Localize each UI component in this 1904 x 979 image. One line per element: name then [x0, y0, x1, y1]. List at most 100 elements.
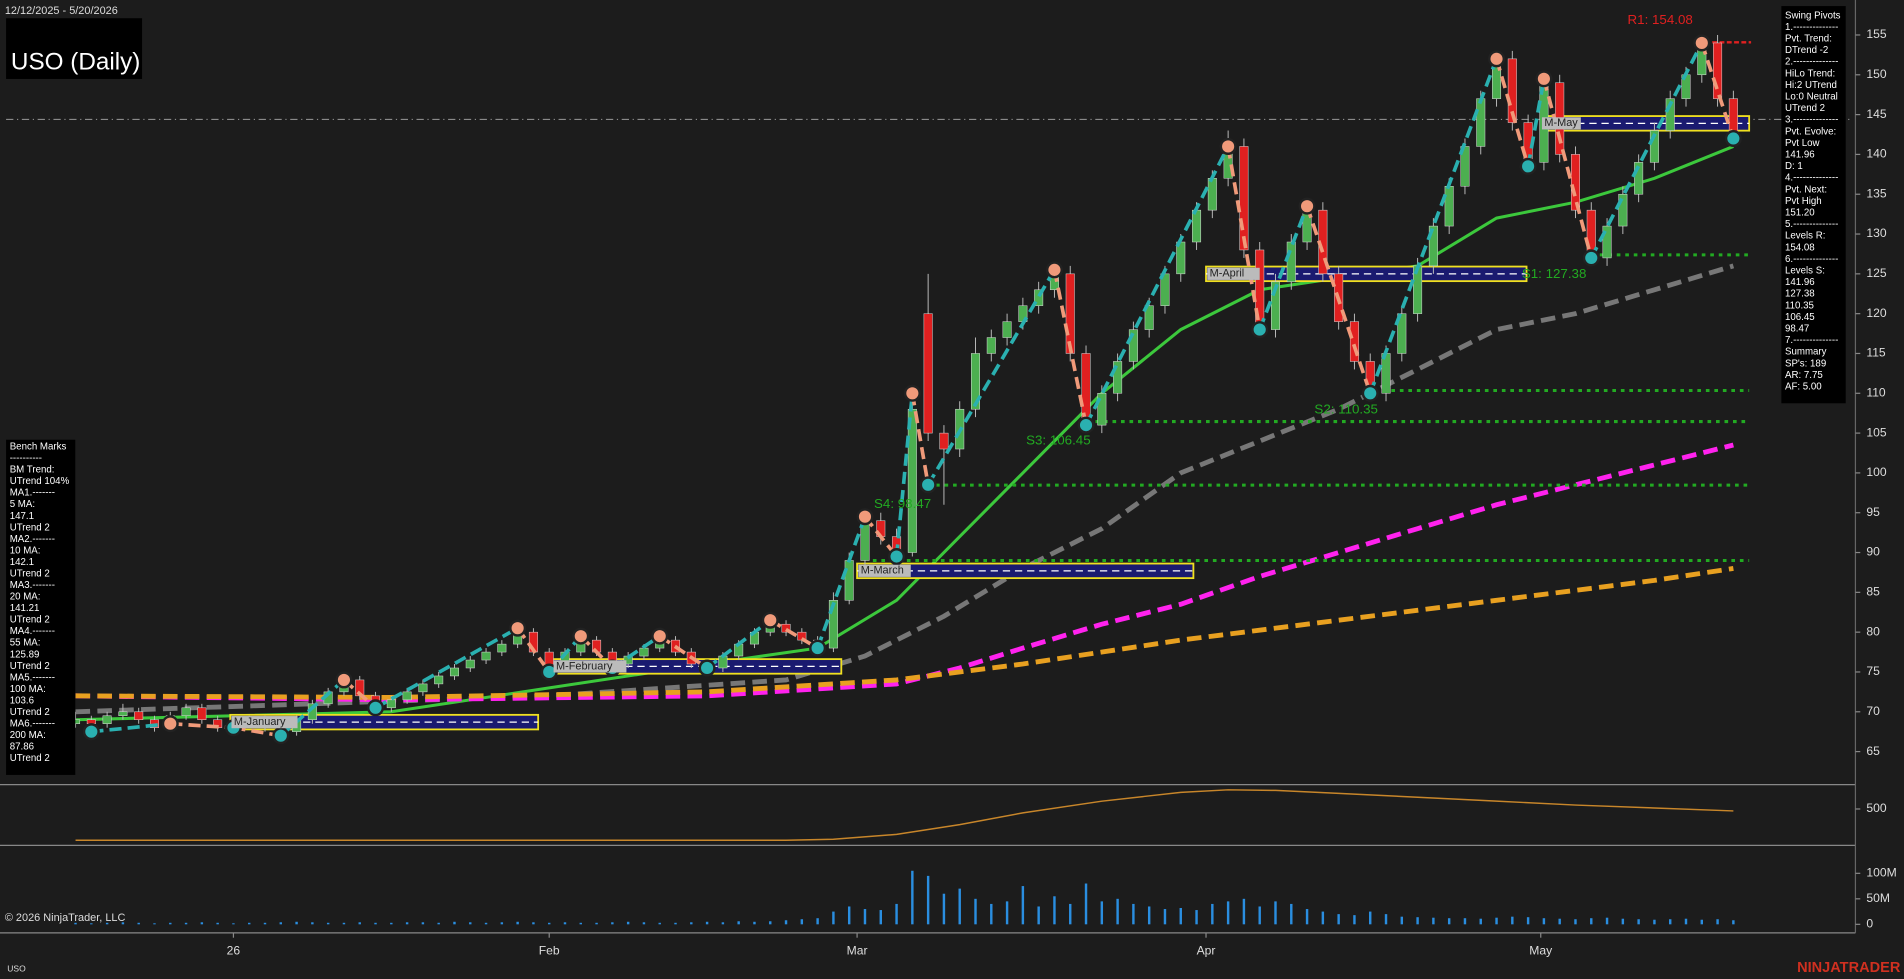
- bench-marks-line: UTrend 2: [10, 568, 50, 579]
- support-label: S1: 127.38: [1522, 266, 1587, 281]
- x-tick-label: 26: [227, 943, 241, 957]
- swing-pivot: [367, 699, 385, 717]
- bench-marks-line: 87.86: [10, 742, 34, 753]
- title-box: [6, 18, 143, 79]
- swing-leg: [1226, 146, 1262, 330]
- swing-pivot: [809, 639, 827, 657]
- swing-leg: [926, 268, 1057, 486]
- bench-marks-line: MA5.-------: [10, 672, 55, 683]
- candle-body: [923, 313, 933, 434]
- swing-leg: [1084, 145, 1230, 426]
- swing-leg: [910, 392, 930, 486]
- swing-leg: [1305, 205, 1372, 394]
- candle-body: [986, 337, 996, 354]
- swing-leg: [815, 516, 867, 649]
- bench-marks-line: UTrend 2: [10, 615, 50, 626]
- volume-tick-label: 50M: [1866, 891, 1890, 905]
- bench-marks-line: UTrend 2: [10, 661, 50, 672]
- y-tick-label: 135: [1866, 186, 1886, 200]
- candle-body: [402, 691, 412, 701]
- swing-pivots-line: AF: 5.00: [1785, 382, 1822, 393]
- swing-pivots-line: Levels R:: [1785, 231, 1825, 242]
- swing-pivot: [1077, 416, 1095, 434]
- bench-marks-line: UTrend 2: [10, 522, 50, 533]
- y-tick-label: 65: [1866, 744, 1880, 758]
- swing-pivot: [1361, 384, 1379, 402]
- bench-marks-line: MA2.-------: [10, 534, 55, 545]
- bench-marks-line: 100 MA:: [10, 684, 46, 695]
- swing-leg: [374, 626, 519, 710]
- candle-body: [434, 675, 444, 685]
- y-tick-label: 120: [1866, 306, 1886, 320]
- moving-average: [75, 263, 1735, 715]
- swing-pivot: [1045, 261, 1063, 279]
- y-tick-label: 115: [1866, 346, 1886, 360]
- swing-pivot: [651, 627, 669, 645]
- swing-leg: [1494, 58, 1530, 167]
- candle-body: [907, 408, 917, 553]
- swing-leg: [279, 678, 346, 738]
- candle-body: [1349, 321, 1359, 362]
- candle-body: [134, 711, 144, 720]
- volume-tick-label: 100M: [1866, 866, 1896, 880]
- swing-pivot: [1251, 321, 1269, 339]
- y-tick-label: 85: [1866, 585, 1880, 599]
- swing-leg: [1542, 78, 1594, 259]
- candle-body: [971, 353, 980, 410]
- y-tick-label: 100: [1866, 465, 1886, 479]
- swing-pivots-line: 2.--------------: [1785, 57, 1838, 68]
- x-tick-label: Feb: [539, 943, 560, 957]
- swing-pivot: [698, 659, 716, 677]
- candle-body: [1507, 58, 1517, 123]
- candle-body: [1381, 353, 1391, 394]
- swing-pivot: [1693, 34, 1711, 52]
- swing-pivots-line: 141.96: [1785, 277, 1815, 288]
- swing-pivot: [761, 611, 779, 629]
- candle-body: [102, 715, 112, 724]
- candle-body: [781, 623, 791, 633]
- swing-pivots-line: 151.20: [1785, 208, 1815, 219]
- candle-body: [1207, 178, 1217, 211]
- month-label: M-February: [556, 660, 613, 672]
- month-label: M-January: [234, 716, 286, 728]
- swing-pivots-line: 3.--------------: [1785, 115, 1838, 126]
- swing-pivots-line: 1.--------------: [1785, 22, 1838, 33]
- y-tick-label: 125: [1866, 266, 1886, 280]
- candle-body: [449, 667, 459, 677]
- candle-body: [1713, 42, 1723, 99]
- candle-body: [1286, 241, 1296, 283]
- candle-body: [939, 432, 949, 450]
- swing-pivot: [509, 619, 527, 637]
- swing-pivots-line: 7.--------------: [1785, 335, 1838, 346]
- swing-pivots-line: UTrend 2: [1785, 103, 1825, 114]
- x-tick-label: Mar: [847, 943, 868, 957]
- candle-body: [1665, 98, 1675, 131]
- y-tick-label: 75: [1866, 664, 1880, 678]
- y-tick-label: 105: [1866, 425, 1886, 439]
- candle-body: [386, 699, 396, 709]
- candle-body: [1239, 146, 1249, 251]
- month-tag: [1541, 117, 1581, 130]
- swing-pivot: [903, 384, 921, 402]
- candle-body: [181, 707, 191, 717]
- month-tag: [231, 716, 298, 729]
- x-tick-label: Apr: [1197, 943, 1216, 957]
- swing-pivot: [82, 723, 100, 741]
- swing-leg: [1368, 58, 1499, 394]
- candle-body: [1192, 209, 1202, 243]
- candle-body: [118, 711, 128, 717]
- y-tick-label: 95: [1866, 505, 1880, 519]
- bench-marks-line: 20 MA:: [10, 592, 41, 603]
- swing-pivots-line: 106.45: [1785, 312, 1815, 323]
- moving-average: [75, 566, 1734, 700]
- swing-leg: [769, 618, 819, 650]
- moving-average: [75, 442, 1734, 703]
- swing-pivots-line: Hi:2 UTrend: [1785, 80, 1837, 91]
- candle-body: [828, 600, 838, 649]
- candle-body: [844, 560, 854, 601]
- bench-marks-line: Bench Marks: [10, 442, 67, 453]
- month-label: M-March: [861, 565, 904, 577]
- swing-pivots-line: Lo:0 Neutral: [1785, 92, 1838, 103]
- swing-pivots-line: 110.35: [1785, 300, 1814, 311]
